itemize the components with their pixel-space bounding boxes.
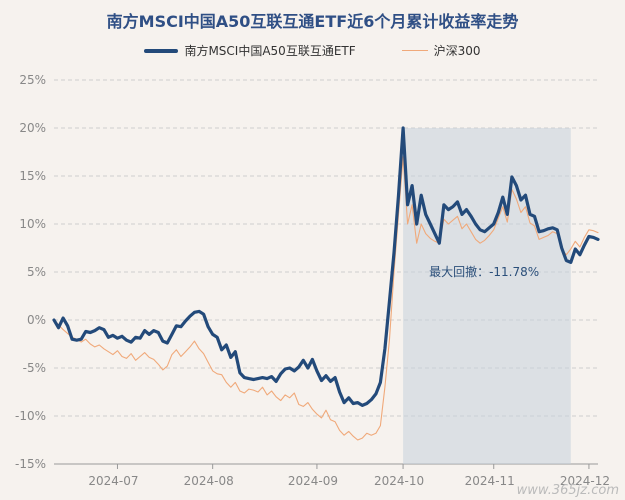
drawdown-label: 最大回撤：-11.78% [429, 264, 539, 279]
y-tick-label: -15% [15, 457, 46, 471]
y-tick-label: 10% [19, 217, 46, 231]
legend-swatch-hs300 [401, 49, 428, 52]
legend-swatch-etf [144, 48, 179, 53]
y-tick-label: 20% [19, 121, 46, 135]
legend-item-etf[interactable]: 南方MSCI中国A50互联互通ETF [144, 42, 356, 59]
y-tick-label: 0% [27, 313, 46, 327]
series-line-etf [52, 126, 600, 407]
y-tick-label: 15% [19, 169, 46, 183]
y-tick-label: -5% [23, 361, 46, 375]
drawdown-area [403, 128, 571, 464]
legend-item-hs300[interactable]: 沪深300 [401, 42, 481, 59]
x-tick-label: 2024-07 [88, 474, 138, 488]
x-tick-label: 2024-10 [374, 474, 424, 488]
legend-label-etf: 南方MSCI中国A50互联互通ETF [184, 44, 356, 58]
x-tick-label: 2024-09 [288, 474, 338, 488]
y-tick-label: 25% [19, 73, 46, 87]
series-line-hs300 [53, 156, 599, 441]
x-tick-label: 2024-12 [560, 474, 610, 488]
x-tick-label: 2024-11 [465, 474, 515, 488]
y-tick-label: 5% [27, 265, 46, 279]
chart-legend: 南方MSCI中国A50互联互通ETF 沪深300 [0, 42, 625, 59]
legend-label-hs300: 沪深300 [433, 44, 481, 58]
site-watermark: www.365jz.com [516, 483, 619, 498]
chart-title: 南方MSCI中国A50互联互通ETF近6个月累计收益率走势 [106, 12, 519, 31]
x-tick-label: 2024-08 [184, 474, 234, 488]
y-tick-label: -10% [15, 409, 46, 423]
